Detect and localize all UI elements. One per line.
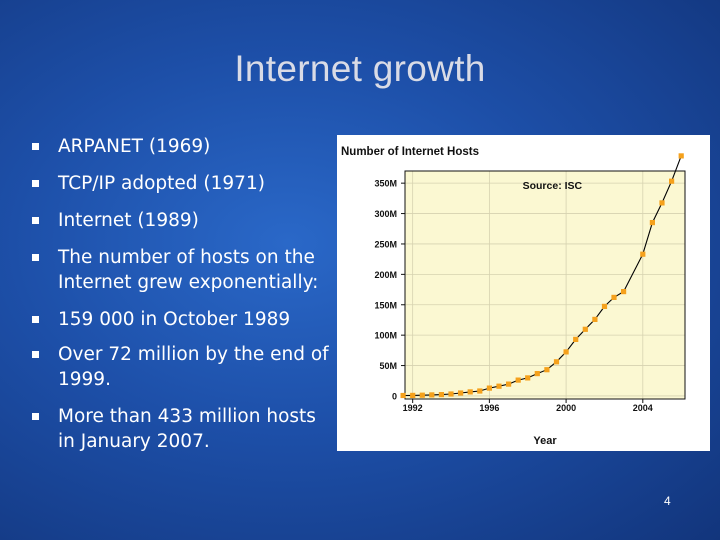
grid-lines bbox=[405, 171, 685, 399]
y-tick-label: 150M bbox=[374, 300, 397, 310]
data-point bbox=[458, 390, 464, 396]
data-point bbox=[611, 294, 617, 300]
data-point bbox=[621, 289, 627, 295]
chart-panel: Number of Internet Hosts 0 50M 100M 150M 200… bbox=[337, 135, 710, 451]
bullet-square-icon bbox=[32, 351, 39, 358]
x-tick-label: 1992 bbox=[403, 403, 423, 413]
chart-title: Number of Internet Hosts bbox=[341, 146, 479, 158]
data-point bbox=[573, 336, 579, 342]
data-point bbox=[506, 381, 512, 387]
y-tick-label: 350M bbox=[374, 179, 397, 189]
axes: 0 50M 100M 150M 200M 250M 300M 350M 1992 1996 2000… bbox=[374, 170, 686, 413]
bullet-item: The number of hosts on the Internet grew… bbox=[30, 245, 330, 295]
data-point bbox=[678, 153, 684, 159]
data-point bbox=[400, 392, 406, 399]
y-tick-label: 0 bbox=[392, 391, 397, 401]
data-point bbox=[515, 377, 521, 383]
x-tick-label: 2004 bbox=[633, 403, 653, 413]
data-point bbox=[477, 388, 483, 394]
plot-area bbox=[405, 171, 685, 399]
bullet-square-icon bbox=[32, 143, 39, 150]
x-tick-label: 2000 bbox=[556, 403, 576, 413]
bullet-item: More than 433 million hosts in January 2… bbox=[30, 404, 330, 454]
bullet-text: Internet (1989) bbox=[58, 210, 199, 231]
data-point bbox=[553, 359, 560, 365]
data-point bbox=[419, 392, 425, 398]
data-point bbox=[544, 367, 550, 373]
bullet-square-icon bbox=[32, 180, 39, 187]
bullet-item: TCP/IP adopted (1971) bbox=[30, 171, 330, 196]
data-point bbox=[659, 200, 665, 206]
bullet-list: ARPANET (1969) TCP/IP adopted (1971) Int… bbox=[30, 134, 330, 454]
y-tick-label: 300M bbox=[374, 209, 397, 219]
data-point bbox=[601, 303, 608, 309]
host-growth-chart: Number of Internet Hosts 0 50M 100M 150M 200… bbox=[341, 146, 686, 447]
bullet-item: ARPANET (1969) bbox=[30, 134, 330, 159]
data-point bbox=[640, 251, 646, 257]
page-number: 4 bbox=[664, 494, 671, 508]
bullet-square-icon bbox=[32, 413, 39, 420]
bullet-text: ARPANET (1969) bbox=[58, 136, 211, 157]
data-point bbox=[649, 220, 655, 226]
x-tick-label: 1996 bbox=[479, 403, 499, 413]
data-point bbox=[534, 371, 540, 377]
bullet-item: Internet (1989) bbox=[30, 208, 330, 233]
data-point bbox=[592, 316, 598, 322]
data-point bbox=[669, 178, 675, 184]
data-point bbox=[448, 391, 454, 397]
y-tick-label: 250M bbox=[374, 239, 397, 249]
bullet-item: 159 000 in October 1989 bbox=[30, 307, 330, 332]
y-tick-label: 200M bbox=[374, 270, 397, 280]
slide-title: Internet growth bbox=[234, 48, 486, 89]
data-point bbox=[410, 392, 416, 398]
bullet-text: The number of hosts on the Internet grew… bbox=[58, 247, 319, 293]
x-axis-label: Year bbox=[533, 435, 557, 447]
bullet-square-icon bbox=[32, 254, 39, 261]
data-markers bbox=[400, 153, 684, 399]
bullet-text: 159 000 in October 1989 bbox=[58, 309, 291, 330]
bullet-square-icon bbox=[32, 217, 39, 224]
bullet-text: TCP/IP adopted (1971) bbox=[58, 173, 265, 194]
chart-source-annotation: Source: ISC bbox=[523, 180, 583, 192]
data-point bbox=[486, 385, 492, 391]
data-point bbox=[438, 392, 444, 398]
plot-frame bbox=[404, 170, 686, 400]
bullet-item: Over 72 million by the end of 1999. bbox=[30, 342, 330, 392]
data-point bbox=[467, 389, 473, 395]
data-point bbox=[582, 326, 588, 332]
bullet-text: More than 433 million hosts in January 2… bbox=[58, 406, 316, 452]
bullet-text: Over 72 million by the end of 1999. bbox=[58, 344, 329, 390]
bullet-square-icon bbox=[32, 316, 39, 323]
data-point bbox=[563, 349, 569, 355]
data-point bbox=[496, 383, 502, 389]
y-tick-label: 50M bbox=[379, 361, 397, 371]
data-point bbox=[429, 392, 435, 398]
data-point bbox=[525, 375, 531, 381]
y-tick-label: 100M bbox=[374, 331, 397, 341]
